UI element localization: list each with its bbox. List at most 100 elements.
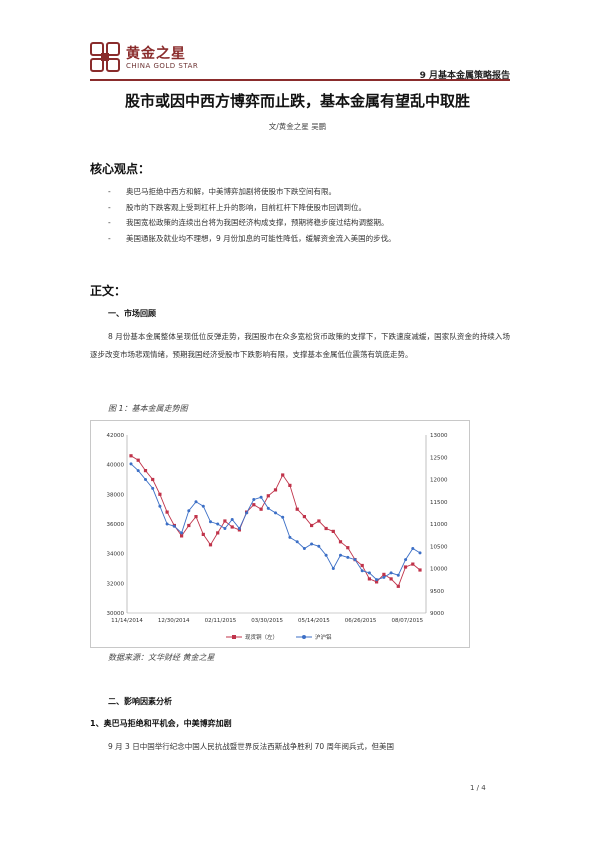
- author-line: 文/黄金之星 吴鹏: [268, 122, 327, 131]
- x-tick-label: 02/11/2015: [205, 618, 237, 624]
- document-title: 股市或因中西方博弈而止跌，基本金属有望乱中取胜: [124, 92, 470, 110]
- series-0-point: [208, 543, 213, 547]
- series-1-point: [216, 522, 220, 526]
- chart-canvas: 42000 40000 38000 36000 34000 32000 30000 13000…: [107, 433, 448, 641]
- series-0-point: [295, 507, 299, 511]
- series-0-point: [411, 562, 415, 566]
- list-item: - 奥巴马拒绝中西方和解，中美博弈加剧将使股市下跌空间有限。: [108, 184, 518, 200]
- y-left-tick-label: 30000: [107, 611, 125, 617]
- section-2-subtitle-1: 1、奥巴马拒绝和平机会，中美博弈加剧: [90, 719, 232, 728]
- y-right-tick-label: 10000: [430, 567, 448, 573]
- series-0-point: [136, 458, 140, 462]
- series-0-point: [288, 483, 292, 487]
- series-0-point: [375, 580, 379, 584]
- series-0-point: [331, 529, 335, 533]
- series-1-point: [295, 540, 299, 544]
- series-0-point: [151, 477, 155, 482]
- bullet-dash: -: [108, 233, 111, 243]
- section-2-title: 二、影响因素分析: [108, 697, 172, 706]
- x-tick-label: 06/26/2015: [345, 618, 377, 624]
- series-1-point: [396, 573, 400, 577]
- series-1-point: [274, 511, 277, 515]
- series-0-point: [129, 454, 133, 458]
- series-1-point: [418, 551, 422, 555]
- series-0-point: [158, 492, 162, 496]
- list-item: - 我国宽松政策的连续出台将为我国经济构成支撑，预期将稳步度过结构调整期。: [108, 215, 518, 231]
- y-left-tick-label: 42000: [107, 433, 125, 439]
- report-type-label: 9 月基本金属策略报告: [419, 71, 510, 81]
- y-right-tick-label: 12500: [430, 455, 448, 461]
- series-1-point: [310, 542, 314, 546]
- y-right-tick-label: 11000: [430, 522, 448, 528]
- series-0-point: [259, 507, 263, 511]
- series-0-point: [310, 523, 314, 528]
- series-1-point: [223, 527, 227, 530]
- y-right-tick-label: 10500: [430, 544, 448, 550]
- body-heading: 正文：: [90, 284, 127, 298]
- x-tick-label: 11/14/2014: [111, 618, 143, 624]
- x-tick-label: 03/30/2015: [251, 618, 283, 624]
- series-1-point: [266, 506, 270, 510]
- series-1-point: [382, 575, 386, 579]
- bullet-dash: -: [108, 187, 111, 196]
- series-0-point: [143, 469, 148, 473]
- series-0-point: [382, 572, 386, 576]
- core-points-list: - 奥巴马拒绝中西方和解，中美博弈加剧将使股市下跌空间有限。 - 股市的下跌客观上受…: [108, 184, 518, 246]
- series-1-point: [367, 571, 371, 575]
- series-1-point: [317, 544, 321, 548]
- series-0-point: [403, 565, 408, 569]
- series-0-point: [389, 577, 393, 581]
- series-1-point: [404, 558, 408, 562]
- series-1-point: [187, 509, 191, 513]
- series-1-point: [144, 478, 147, 481]
- series-0-point: [194, 515, 198, 519]
- page-number: 1 / 4: [470, 784, 486, 792]
- series-0-point: [302, 515, 306, 519]
- figure-1-caption: 图 1：基本金属走势图: [108, 404, 188, 413]
- series-1-point: [302, 547, 306, 550]
- y-right-tick-label: 9500: [430, 589, 444, 595]
- series-0-point: [223, 519, 227, 523]
- bullet-dash: -: [108, 202, 111, 212]
- x-tick-label: 12/30/2014: [158, 618, 190, 624]
- y-right-tick-label: 12000: [430, 478, 448, 484]
- series-1-point: [331, 567, 335, 570]
- y-right-tick-label: 11500: [430, 500, 448, 506]
- y-left-tick-label: 38000: [107, 492, 125, 498]
- series-0-point: [165, 510, 169, 514]
- series-0-point: [216, 531, 220, 535]
- series-1-point: [230, 518, 234, 521]
- series-1-point: [201, 504, 205, 508]
- series-0-point: [346, 546, 350, 550]
- y-left-tick-label: 40000: [107, 463, 125, 469]
- series-1-point: [252, 498, 256, 501]
- series-1-point: [172, 524, 176, 528]
- series-line-1: [130, 463, 421, 581]
- series-0-point: [396, 584, 400, 588]
- series-0-point: [360, 563, 364, 568]
- series-1-point: [129, 462, 133, 466]
- y-right-tick-label: 9000: [430, 611, 444, 617]
- series-1-point: [281, 515, 285, 519]
- series-1-point: [360, 569, 364, 573]
- bullet-dash: -: [108, 218, 111, 227]
- page-header: 黄金之星 CHINA GOLD STAR 9 月基本金属策略报告: [90, 40, 510, 82]
- series-1-point: [353, 558, 357, 562]
- x-tick-label: 05/14/2015: [298, 618, 330, 624]
- series-1-point: [237, 527, 241, 530]
- series-1-point: [245, 511, 249, 515]
- y-left-tick-label: 36000: [107, 522, 125, 528]
- series-1-point: [180, 531, 184, 535]
- series-0-point: [180, 534, 184, 538]
- series-0-point: [252, 503, 256, 507]
- section-1-paragraph: 8 月份基本金属整体呈现低位反弹走势，我国股市在众多宽松货币政策的支撑下，下跌速…: [90, 332, 510, 359]
- metal-price-chart: 42000 40000 38000 36000 34000 32000 30000 13000…: [90, 420, 470, 648]
- data-source-note: 数据来源：文华财经 黄金之星: [108, 653, 215, 662]
- series-0-point: [338, 540, 343, 544]
- series-1-point: [259, 495, 263, 499]
- series-0-point: [230, 525, 234, 529]
- series-1-point: [375, 578, 379, 582]
- series-1-point: [158, 504, 162, 508]
- y-left-tick-label: 34000: [107, 552, 125, 558]
- series-line-0: [130, 455, 421, 588]
